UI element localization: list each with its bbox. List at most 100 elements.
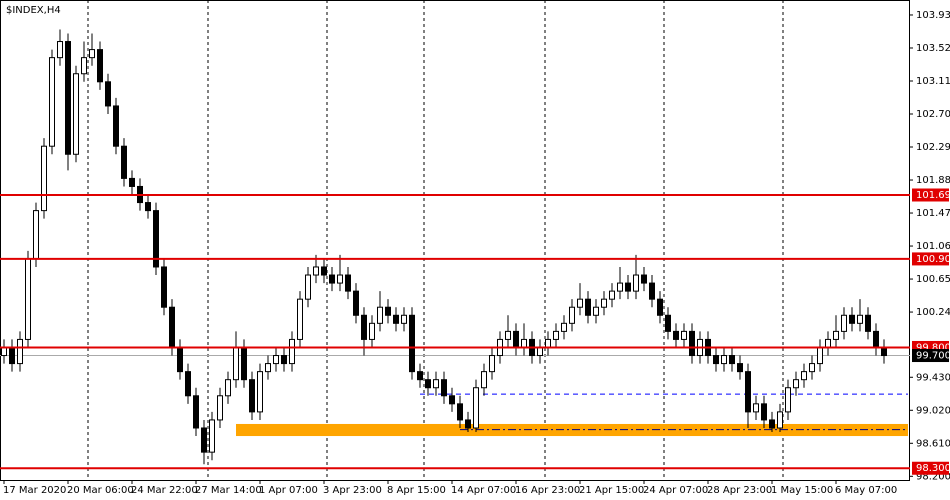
chart-title: $INDEX,H4 [6, 5, 61, 16]
x-tick-label: 1 May 15:00 [771, 485, 833, 496]
candle-body [313, 266, 319, 276]
x-tick-label: 6 May 07:00 [835, 485, 897, 496]
candle-body [817, 346, 823, 365]
y-tick-label: 99.430 [916, 372, 950, 383]
candle-body [769, 419, 775, 429]
candle-body [193, 395, 199, 429]
candle-body [825, 338, 831, 348]
level-label: 100.900 [916, 254, 950, 265]
candle-body [345, 274, 351, 292]
candle-body [553, 330, 559, 340]
level-label: 99.800 [916, 342, 950, 353]
candle-body [97, 49, 103, 83]
candle-body [145, 202, 151, 212]
x-tick-label: 14 Apr 07:00 [451, 485, 516, 496]
x-tick-label: 20 Mar 06:00 [67, 485, 134, 496]
x-tick-label: 17 Mar 2020 [3, 485, 66, 496]
candle-body [513, 330, 519, 348]
x-tick-label: 28 Apr 23:00 [707, 485, 772, 496]
candle-body [57, 41, 63, 59]
candle-body [217, 395, 223, 421]
candle-body [841, 314, 847, 332]
x-tick-label: 1 Apr 07:00 [259, 485, 318, 496]
candle-body [17, 338, 23, 365]
candle-body [169, 306, 175, 348]
candle-body [33, 210, 39, 260]
price-tag [912, 349, 949, 363]
candle-body [361, 314, 367, 340]
candle-body [257, 371, 263, 413]
candle-body [25, 258, 31, 340]
candle-body [425, 379, 431, 389]
y-tick-label: 101.470 [916, 208, 950, 219]
level-tag [912, 461, 949, 475]
candle-body [537, 346, 543, 357]
candle-body [785, 387, 791, 413]
y-tick-label: 100.240 [916, 307, 950, 318]
candle-body [1, 346, 7, 357]
candle-body [881, 346, 887, 357]
y-tick-label: 103.520 [916, 43, 950, 54]
candle-body [353, 290, 359, 316]
level-tag [912, 188, 949, 202]
y-tick-label: 103.110 [916, 76, 950, 87]
candle-body [305, 274, 311, 300]
candle-body [617, 282, 623, 292]
plot-frame [0, 0, 910, 481]
candle-body [401, 314, 407, 324]
candle-body [153, 210, 159, 268]
candle-body [9, 346, 15, 365]
y-tick-label: 100.650 [916, 274, 950, 285]
candle-body [369, 322, 375, 340]
candle-body [329, 274, 335, 284]
candle-body [177, 346, 183, 373]
candle-body [89, 49, 95, 59]
x-tick-label: 24 Mar 22:00 [131, 485, 198, 496]
candle-body [721, 355, 727, 365]
candle-body [505, 330, 511, 340]
candle-body [689, 330, 695, 357]
candle-body [65, 41, 71, 155]
candle-body [337, 274, 343, 284]
y-tick-label: 102.700 [916, 109, 950, 120]
candle-body [209, 419, 215, 453]
candle-body [601, 298, 607, 308]
candle-body [833, 330, 839, 340]
candle-body [457, 403, 463, 421]
candle-body [273, 355, 279, 365]
candle-body [105, 81, 111, 107]
candle-body [225, 379, 231, 397]
candle-body [593, 306, 599, 316]
candle-body [161, 266, 167, 308]
candle-body [233, 346, 239, 381]
candle-body [713, 355, 719, 365]
y-tick-label: 103.930 [916, 10, 950, 21]
candle-body [857, 314, 863, 324]
candle-body [201, 427, 207, 453]
candle-body [113, 105, 119, 147]
level-tag [912, 252, 949, 266]
y-tick-label: 102.290 [916, 142, 950, 153]
x-tick-label: 21 Apr 15:00 [579, 485, 644, 496]
candle-body [73, 73, 79, 155]
current-price-label: 99.700 [916, 351, 950, 362]
candle-body [489, 355, 495, 373]
candle-body [281, 355, 287, 365]
x-tick-label: 24 Apr 07:00 [643, 485, 708, 496]
candle-body [481, 371, 487, 389]
candle-body [641, 274, 647, 284]
candle-body [657, 298, 663, 316]
candle-body [609, 290, 615, 300]
x-tick-label: 16 Apr 23:00 [515, 485, 580, 496]
candle-body [449, 395, 455, 405]
candle-body [729, 355, 735, 365]
x-tick-label: 27 Mar 14:00 [195, 485, 262, 496]
x-tick-label: 8 Apr 15:00 [387, 485, 446, 496]
candle-body [81, 57, 87, 75]
candle-body [129, 177, 135, 187]
y-tick-label: 98.200 [916, 471, 950, 482]
candle-body [745, 371, 751, 413]
y-tick-label: 98.610 [916, 438, 950, 449]
candle-body [521, 338, 527, 348]
